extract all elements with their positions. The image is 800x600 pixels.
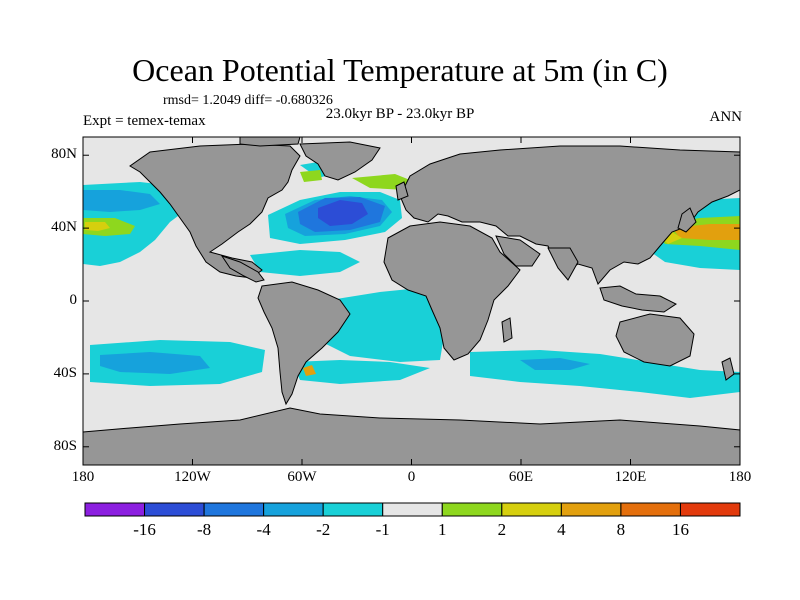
lat-label: 80N [51, 146, 77, 163]
colorbar-box [441, 502, 503, 517]
colorbar-box [679, 502, 741, 517]
anomaly-patch-natl-core [318, 200, 368, 226]
colorbar-box [322, 502, 384, 517]
colorbar-label: 8 [616, 520, 626, 539]
anomaly-patch-spac-cool-2 [100, 352, 210, 374]
land-uk [395, 181, 409, 201]
land-madagascar [501, 317, 513, 343]
land-arctic-islands [239, 136, 301, 147]
season-label: ANN [709, 109, 743, 125]
colorbar-label: -16 [133, 520, 156, 539]
period-label: 23.0kyr BP - 23.0kyr BP [325, 106, 475, 122]
lat-label: 40S [53, 364, 77, 381]
colorbar-label: 1 [438, 520, 447, 539]
colorbar-box [620, 502, 681, 517]
anomaly-patch-satl-cool [318, 288, 445, 362]
colorbar-box [560, 502, 622, 517]
land-masses [82, 136, 741, 466]
lon-label: 120E [614, 469, 647, 485]
anomaly-patch-trop-atl [250, 250, 360, 276]
lat-label: 40N [51, 219, 77, 236]
lon-label: 180 [71, 469, 95, 485]
colorbar-label: -1 [375, 520, 390, 539]
colorbar [84, 502, 741, 517]
lon-label: 0 [407, 469, 416, 485]
experiment-label: Expt = temex-temax [83, 113, 206, 129]
map-title: Ocean Potential Temperature at 5m (in C) [132, 52, 668, 88]
land-arabia [495, 235, 541, 267]
land-india [547, 247, 579, 281]
land-australia [615, 313, 695, 367]
colorbar-label: -8 [196, 520, 212, 539]
axis-ticks [82, 137, 741, 465]
land-eurasia [399, 145, 741, 285]
colorbar-box [203, 502, 265, 517]
anomaly-patch-patagonia-cool [292, 360, 430, 384]
anomaly-patch-nordic-warm-2 [300, 170, 322, 182]
anomaly-patch-argentina-warm [303, 365, 316, 376]
lat-label: 0 [69, 292, 78, 308]
colorbar-box [382, 502, 443, 517]
lon-label: 60W [287, 469, 317, 485]
colorbar-label: 16 [671, 520, 689, 539]
colorbar-label: 2 [497, 520, 507, 539]
anomaly-patch-sind-blue [520, 358, 590, 370]
land-central-america [220, 255, 265, 283]
land-greenland [299, 141, 381, 181]
lon-label: 180 [728, 469, 752, 485]
colorbar-box [144, 502, 205, 517]
land-japan [677, 207, 697, 233]
lon-label: 60E [508, 469, 534, 485]
lon-label: 120W [174, 469, 211, 485]
colorbar-box [263, 502, 324, 517]
land-maritime-asia [599, 285, 677, 313]
colorbar-box [501, 502, 562, 517]
map-panel [82, 136, 741, 466]
lat-label: 80S [53, 437, 77, 454]
anomaly-patch-npac-cool-2 [83, 190, 160, 212]
land-south-america [257, 281, 351, 406]
stats-text: rmsd= 1.2049 diff= -0.680326 [163, 93, 333, 108]
colorbar-box [84, 502, 146, 517]
colorbar-label: 4 [557, 520, 566, 539]
colorbar-label: -2 [316, 520, 331, 539]
land-africa [383, 221, 521, 361]
anomaly-patch-npac-warm-2 [85, 222, 110, 231]
land-north-america [129, 143, 301, 279]
colorbar-label: -4 [256, 520, 271, 539]
